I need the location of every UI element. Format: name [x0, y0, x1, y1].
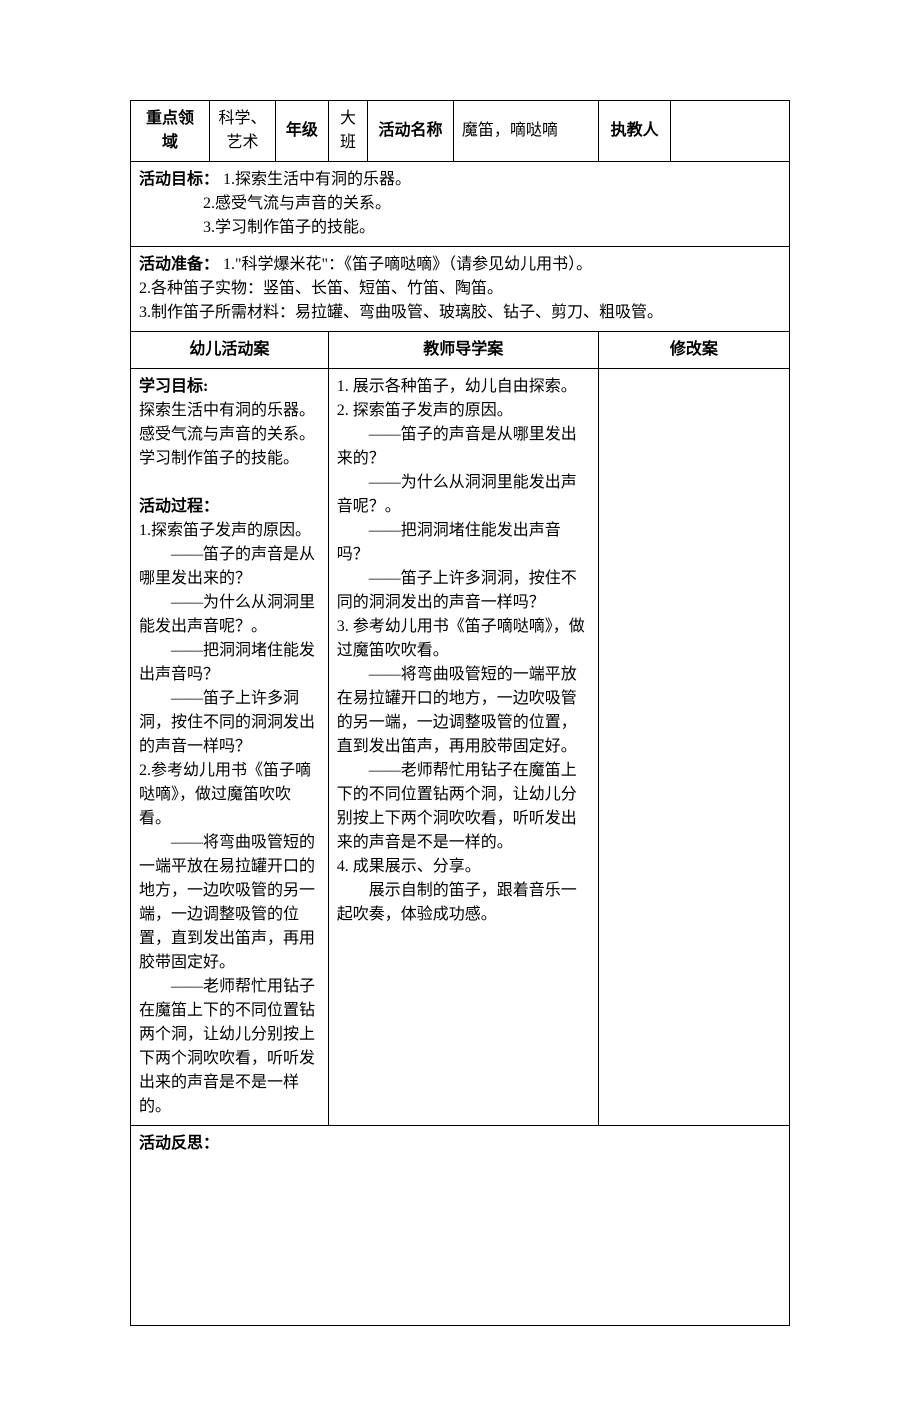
cp-8: ——老师帮忙用钻子在魔笛上下的不同位置钻两个洞，让幼儿分别按上下两个洞吹吹看，听… [139, 975, 320, 1119]
prep-cell: 活动准备： 1."科学爆米花"：《笛子嘀哒嘀》（请参见幼儿用书）。 2.各种笛子… [131, 247, 790, 332]
prep-row: 活动准备： 1."科学爆米花"：《笛子嘀哒嘀》（请参见幼儿用书）。 2.各种笛子… [131, 247, 790, 332]
prep-label: 活动准备： [139, 256, 219, 273]
field-label: 重点领域 [131, 101, 210, 162]
cp-7: ——将弯曲吸管短的一端平放在易拉罐开口的地方，一边吹吸管的另一端，一边调整吸管的… [139, 831, 320, 975]
tp-4: ——为什么从洞洞里能发出声音呢？。 [337, 471, 590, 519]
goals-cell: 活动目标： 1.探索生活中有洞的乐器。 2.感受气流与声音的关系。 3.学习制作… [131, 162, 790, 247]
tp-11: 展示自制的笛子，跟着音乐一起吹奏，体验成功感。 [337, 879, 590, 927]
field-value: 科学、艺术 [210, 101, 276, 162]
learn-1: 探索生活中有洞的乐器。 [139, 399, 320, 423]
tp-8: ——将弯曲吸管短的一端平放在易拉罐开口的地方，一边吹吸管的另一端，一边调整吸管的… [337, 663, 590, 759]
revise-plan-cell [598, 369, 789, 1126]
teacher-plan-header: 教师导学案 [328, 332, 598, 369]
child-plan-cell: 学习目标: 探索生活中有洞的乐器。 感受气流与声音的关系。 学习制作笛子的技能。… [131, 369, 329, 1126]
reflection-cell: 活动反思： [131, 1126, 790, 1326]
tp-6: ——笛子上许多洞洞，按住不同的洞洞发出的声音一样吗？ [337, 567, 590, 615]
cp-4: ——把洞洞堵住能发出声音吗？ [139, 639, 320, 687]
column-header-row: 幼儿活动案 教师导学案 修改案 [131, 332, 790, 369]
learn-2: 感受气流与声音的关系。 [139, 423, 320, 447]
teacher-value [671, 101, 790, 162]
teacher-plan-cell: 1. 展示各种笛子，幼儿自由探索。 2. 探索笛子发声的原因。 ——笛子的声音是… [328, 369, 598, 1126]
goals-item1: 1.探索生活中有洞的乐器。 [223, 171, 411, 188]
prep-line1: 1."科学爆米花"：《笛子嘀哒嘀》（请参见幼儿用书）。 [223, 256, 592, 273]
cp-5: ——笛子上许多洞洞，按住不同的洞洞发出的声音一样吗？ [139, 687, 320, 759]
tp-9: ——老师帮忙用钻子在魔笛上下的不同位置钻两个洞，让幼儿分别按上下两个洞吹吹看，听… [337, 759, 590, 855]
tp-2: 2. 探索笛子发声的原因。 [337, 399, 590, 423]
process-label: 活动过程： [139, 495, 320, 519]
cp-1: 1.探索笛子发声的原因。 [139, 519, 320, 543]
learn-label: 学习目标: [139, 375, 320, 399]
child-plan-header: 幼儿活动案 [131, 332, 329, 369]
tp-3: ——笛子的声音是从哪里发出来的？ [337, 423, 590, 471]
cp-6: 2.参考幼儿用书《笛子嘀哒嘀》，做过魔笛吹吹看。 [139, 759, 320, 831]
tp-7: 3. 参考幼儿用书《笛子嘀哒嘀》，做过魔笛吹吹看。 [337, 615, 590, 663]
cp-3: ——为什么从洞洞里能发出声音呢？。 [139, 591, 320, 639]
activity-label: 活动名称 [368, 101, 454, 162]
content-row: 学习目标: 探索生活中有洞的乐器。 感受气流与声音的关系。 学习制作笛子的技能。… [131, 369, 790, 1126]
tp-1: 1. 展示各种笛子，幼儿自由探索。 [337, 375, 590, 399]
reflection-row: 活动反思： [131, 1126, 790, 1326]
prep-line2: 2.各种笛子实物：竖笛、长笛、短笛、竹笛、陶笛。 [139, 277, 781, 301]
tp-5: ——把洞洞堵住能发出声音吗？ [337, 519, 590, 567]
cp-2: ——笛子的声音是从哪里发出来的？ [139, 543, 320, 591]
teacher-label: 执教人 [598, 101, 670, 162]
activity-value: 魔笛，嘀哒嘀 [453, 101, 598, 162]
grade-value: 大班 [328, 101, 368, 162]
revise-plan-header: 修改案 [598, 332, 789, 369]
goals-item3: 3.学习制作笛子的技能。 [203, 216, 781, 240]
lesson-plan-table: 重点领域 科学、艺术 年级 大班 活动名称 魔笛，嘀哒嘀 执教人 活动目标： 1… [130, 100, 790, 1326]
header-row: 重点领域 科学、艺术 年级 大班 活动名称 魔笛，嘀哒嘀 执教人 [131, 101, 790, 162]
reflection-label: 活动反思： [139, 1135, 219, 1152]
goals-row: 活动目标： 1.探索生活中有洞的乐器。 2.感受气流与声音的关系。 3.学习制作… [131, 162, 790, 247]
goals-item2: 2.感受气流与声音的关系。 [203, 192, 781, 216]
prep-line3: 3.制作笛子所需材料：易拉罐、弯曲吸管、玻璃胶、钻子、剪刀、粗吸管。 [139, 301, 781, 325]
tp-10: 4. 成果展示、分享。 [337, 855, 590, 879]
learn-3: 学习制作笛子的技能。 [139, 447, 320, 471]
goals-label: 活动目标： [139, 171, 219, 188]
grade-label: 年级 [275, 101, 328, 162]
